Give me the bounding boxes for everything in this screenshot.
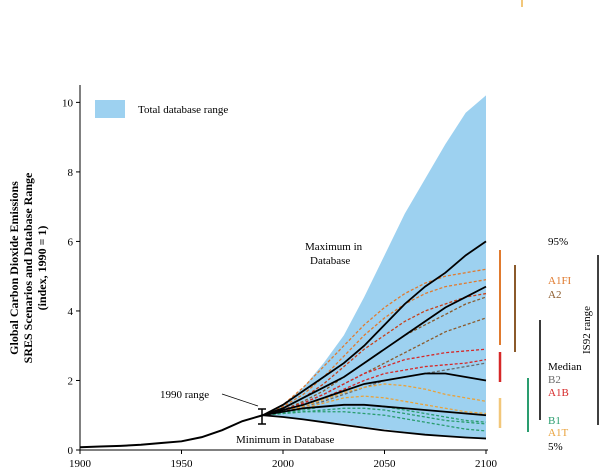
- annotation-maximum-line-2: Database: [310, 255, 350, 267]
- scenario-line-9: [262, 383, 487, 416]
- scenario-line-2: [262, 279, 487, 416]
- x-tick-label-1900: 1900: [69, 458, 92, 470]
- scenario-line-18: [262, 414, 487, 440]
- x-tick-label-2050: 2050: [374, 458, 397, 470]
- annotation-maximum-line-1: Maximum in: [305, 241, 363, 253]
- is92-range-label: IS92 range: [581, 306, 593, 354]
- x-tick-label-2100: 2100: [475, 458, 498, 470]
- side-label-median: Median: [548, 361, 582, 373]
- y-axis-label-line-1: Global Carbon Dioxide Emissions: [7, 181, 21, 355]
- scenario-line-14: [262, 240, 487, 417]
- side-label-a1t: A1T: [548, 427, 568, 439]
- x-tick-label-1950: 1950: [171, 458, 194, 470]
- scenario-line-6: [262, 348, 487, 416]
- side-label-b1: B1: [548, 415, 561, 427]
- legend-swatch: [95, 100, 125, 118]
- scenario-range-bars: [498, 0, 599, 432]
- y-tick-label-8: 8: [68, 167, 74, 179]
- side-label-a1b: A1B: [548, 387, 569, 399]
- axes: [79, 85, 488, 451]
- scenario-line-16: [262, 372, 487, 417]
- database-range-band: [262, 95, 486, 440]
- scenario-line-8: [262, 362, 487, 416]
- scenario-line-17: [262, 403, 487, 417]
- annotation-minimum: Minimum in Database: [236, 434, 334, 446]
- historical-emissions-line: [79, 414, 263, 449]
- y-axis-label-line-2: SRES Scenarios and Database Range: [21, 172, 35, 363]
- x-tick-label-2000: 2000: [272, 458, 295, 470]
- y-tick-label-6: 6: [68, 236, 74, 248]
- scenario-line-1: [262, 268, 487, 416]
- x-axis-ticks: 1900 1950 2000 2050 2100: [69, 450, 498, 470]
- y-tick-label-10: 10: [62, 97, 74, 109]
- y-tick-label-4: 4: [68, 306, 74, 318]
- legend-label: Total database range: [138, 104, 228, 116]
- y-tick-label-2: 2: [68, 375, 74, 387]
- side-label-a2: A2: [548, 289, 561, 301]
- y-axis-ticks: 0 2 4 6 8 10: [62, 97, 80, 457]
- range-1990-errorbar: [258, 408, 266, 425]
- scenario-lines: [262, 240, 487, 440]
- side-label-5: 5%: [548, 441, 563, 453]
- y-tick-label-0: 0: [68, 445, 74, 457]
- annotation-1990-range: 1990 range: [160, 389, 209, 401]
- scenario-labels: 95% A1FI A2 Median B2 A1B B1 A1T 5% IS92…: [548, 236, 593, 453]
- scenario-line-5: [262, 317, 487, 416]
- scenario-line-15: [262, 285, 487, 417]
- range-1990-leader: [221, 393, 259, 407]
- y-axis-label: Global Carbon Dioxide Emissions SRES Sce…: [7, 172, 49, 363]
- y-axis-label-line-3: (index, 1990 = 1): [35, 226, 49, 311]
- side-label-b2: B2: [548, 374, 561, 386]
- side-label-95: 95%: [548, 236, 568, 248]
- scenario-line-13: [262, 411, 487, 432]
- side-label-a1fi: A1FI: [548, 275, 572, 287]
